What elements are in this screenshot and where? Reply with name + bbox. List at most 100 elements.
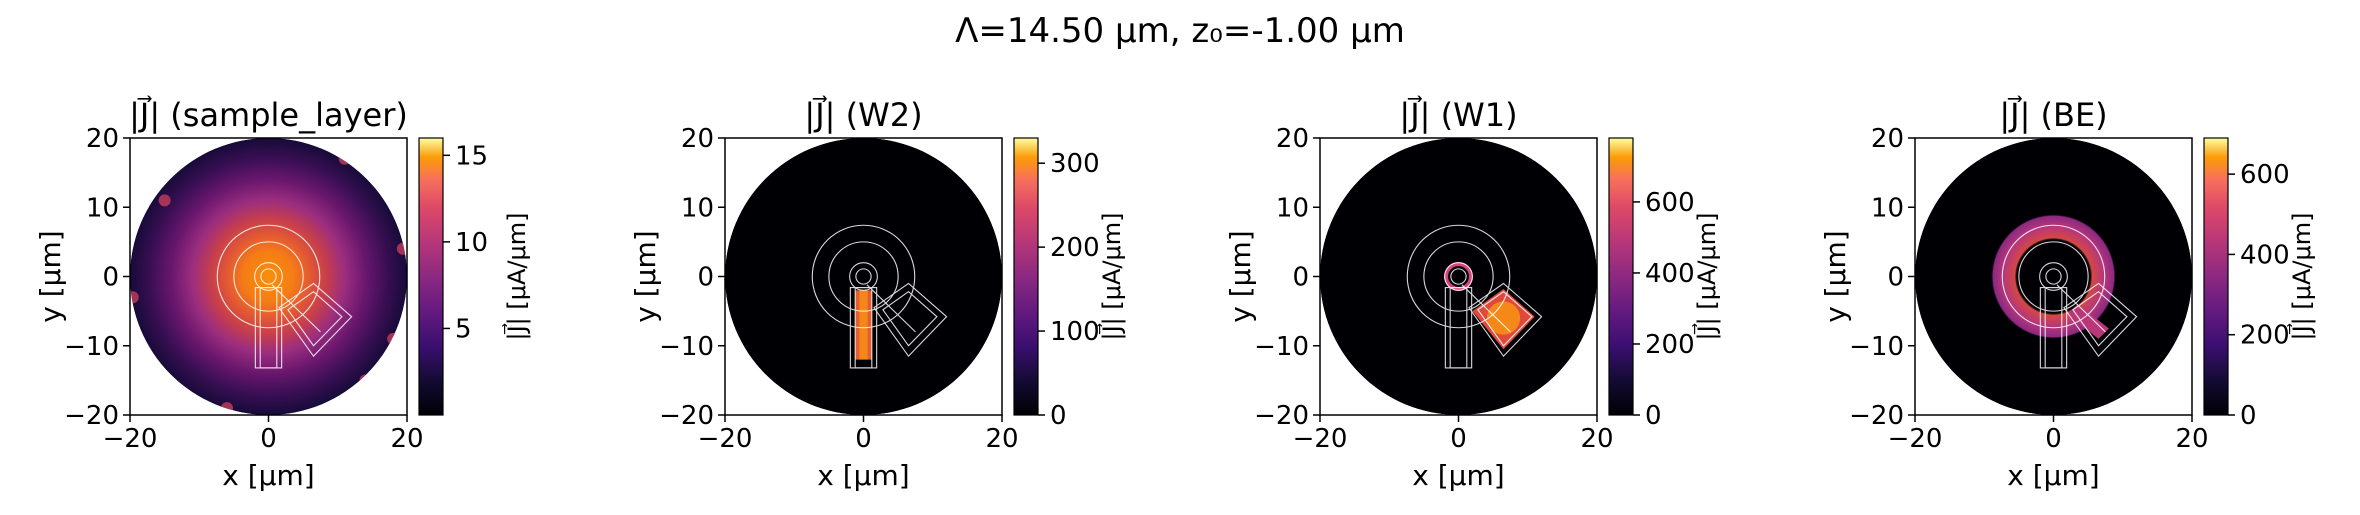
outline-ring: [1406, 224, 1511, 329]
colorbar-label: |J⃗| [μA/μm]: [1097, 212, 1126, 340]
colorbar-tick-label: 0: [2240, 401, 2257, 431]
y-axis-label: y [μm]: [34, 230, 67, 322]
hotspot: [387, 332, 400, 345]
outline-pad: [287, 291, 343, 347]
panel-title: |J⃗| (W2): [804, 95, 922, 134]
x-tick-label: 0: [855, 424, 872, 454]
x-tick-label: 20: [2175, 424, 2208, 454]
colorbar-tick-label: 400: [1645, 259, 1695, 289]
colorbar-tick-label: 5: [455, 314, 472, 344]
y-tick-label: 20: [1276, 124, 1309, 154]
chart-panel: −20 0 20 20 10 0 −10 −20 x [μm] y [μm] |J⃗| (W1) 60…: [1224, 95, 1721, 492]
colorbar-tick-label: 200: [1050, 233, 1100, 263]
y-axis-label: y [μm]: [629, 230, 662, 322]
y-tick-label: 0: [1292, 263, 1309, 293]
hot-strip: [2067, 304, 2109, 339]
colorbar-tick-label: 100: [1050, 317, 1100, 347]
outline-bridge: [2056, 284, 2106, 333]
device-outline: [2001, 224, 2138, 369]
colorbar: [418, 137, 444, 416]
outline-ring: [828, 241, 899, 312]
colorbar-label: |J⃗| [μA/μm]: [502, 212, 531, 340]
y-tick-label: −10: [1849, 332, 1904, 362]
x-axis-label: x [μm]: [222, 459, 314, 492]
heatmap-field: [1320, 138, 1597, 415]
colorbar-tick-label: 0: [1050, 401, 1067, 431]
outline-pad: [2072, 291, 2128, 347]
outline-ring: [233, 241, 304, 312]
colorbar: [2203, 137, 2229, 416]
outline-bridge: [1461, 284, 1511, 333]
hot-ring: [1444, 262, 1473, 291]
colorbar-tick-label: 600: [1645, 188, 1695, 218]
outline-ring: [1450, 268, 1467, 285]
colorbar-tick-label: 15: [455, 141, 488, 171]
x-tick-label: 0: [1450, 424, 1467, 454]
outline-pad: [278, 282, 353, 357]
colorbar-tick-label: 200: [1645, 330, 1695, 360]
hotspot: [359, 374, 372, 387]
heatmap: [1320, 138, 1597, 415]
y-tick-label: −20: [64, 401, 119, 431]
y-tick-label: 0: [697, 263, 714, 293]
colorbar-tick-label: 400: [2240, 240, 2290, 270]
y-tick-label: 0: [1887, 263, 1904, 293]
heatmap: [1915, 138, 2192, 415]
outline-ring: [216, 224, 321, 329]
device-outline: [216, 224, 353, 369]
device-outline: [1406, 224, 1543, 369]
hot-ring: [1991, 214, 2116, 339]
outline-pad: [1477, 291, 1533, 347]
outline-ring: [2039, 262, 2068, 291]
outline-ring: [849, 262, 878, 291]
outline-ring: [254, 262, 283, 291]
outline-ring: [1444, 262, 1473, 291]
x-tick-label: −20: [103, 424, 158, 454]
y-tick-label: −20: [1254, 401, 1309, 431]
colorbar-label: |J⃗| [μA/μm]: [2287, 212, 2316, 340]
y-tick-label: 20: [681, 124, 714, 154]
y-tick-label: 0: [102, 263, 119, 293]
hot-core: [1486, 301, 1521, 335]
outline-pad: [882, 291, 938, 347]
hotspot: [220, 402, 233, 415]
outline-lead: [1449, 287, 1468, 369]
colorbar-label: |J⃗| [μA/μm]: [1692, 212, 1721, 340]
y-tick-label: 10: [86, 193, 119, 223]
chart-panel: −20 0 20 20 10 0 −10 −20 x [μm] y [μm] |J⃗| (BE) 60…: [1819, 95, 2316, 492]
x-tick-label: 20: [1580, 424, 1613, 454]
colorbar-tick-label: 300: [1050, 149, 1100, 179]
outline-lead: [2044, 287, 2063, 369]
outline-ring: [2001, 224, 2106, 329]
x-tick-label: 20: [390, 424, 423, 454]
x-tick-label: −20: [698, 424, 753, 454]
heatmap: [130, 138, 407, 415]
colorbar-tick-label: 0: [1645, 401, 1662, 431]
y-tick-label: −10: [64, 332, 119, 362]
outline-pad: [2063, 282, 2138, 357]
outline-ring: [2018, 241, 2089, 312]
colorbar-tick-label: 600: [2240, 160, 2290, 190]
outline-ring: [855, 268, 872, 285]
outline-pad: [873, 282, 948, 357]
outline-ring: [1423, 241, 1494, 312]
y-tick-label: −10: [1254, 332, 1309, 362]
y-axis-label: y [μm]: [1819, 230, 1852, 322]
outline-ring: [811, 224, 916, 329]
panel-title: |J⃗| (W1): [1399, 95, 1517, 134]
heatmap-field: [130, 138, 407, 415]
y-tick-label: −20: [659, 401, 714, 431]
y-tick-label: −20: [1849, 401, 1904, 431]
heatmap: [725, 138, 1002, 415]
colorbar-tick-label: 10: [455, 228, 488, 258]
x-tick-label: −20: [1293, 424, 1348, 454]
colorbar: [1013, 137, 1039, 416]
figure-suptitle: Λ=14.50 μm, z₀=-1.00 μm: [955, 11, 1405, 51]
heatmap-field: [725, 138, 1002, 415]
x-axis-label: x [μm]: [817, 459, 909, 492]
y-axis-label: y [μm]: [1224, 230, 1257, 322]
device-outline: [811, 224, 948, 369]
y-tick-label: −10: [659, 332, 714, 362]
